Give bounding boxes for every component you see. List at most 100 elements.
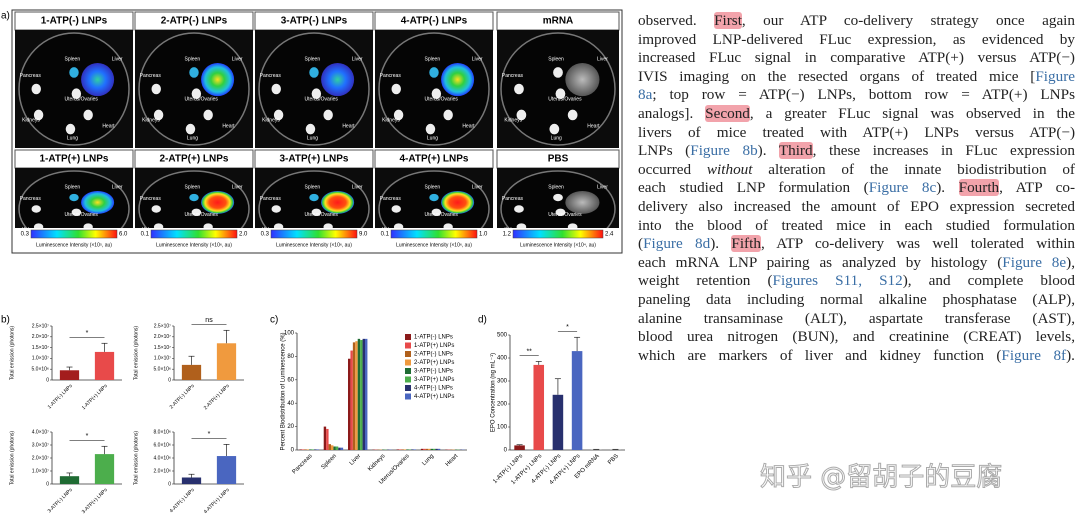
petri-dish: [18, 32, 130, 146]
link[interactable]: Figure 8e: [1002, 253, 1067, 271]
liver-signal: [201, 190, 235, 214]
y-tick-label: 100: [497, 425, 508, 431]
bar: [355, 341, 358, 450]
panel-title: 3-ATP(+) LNPs: [280, 154, 349, 165]
text-run: improved LNP-delivered FLuc expression, …: [638, 30, 1075, 48]
organ: [391, 205, 401, 213]
organ-label: Uterus/Ovaries: [548, 96, 582, 102]
organ-label: Heart: [342, 124, 355, 130]
y-tick-label: 400: [497, 356, 508, 362]
panel-title: mRNA: [543, 16, 574, 27]
organ-label: Uterus/Ovaries: [425, 212, 459, 218]
y-tick-label: 1.5×10⁷: [154, 345, 171, 351]
link[interactable]: 8a: [638, 86, 653, 104]
y-axis-label: Total emission (photons): [9, 326, 15, 381]
legend-swatch: [405, 376, 411, 383]
organ: [191, 88, 202, 100]
organ: [71, 88, 82, 100]
legend-label: 2-ATP(+) LNPs: [414, 360, 454, 366]
organ: [69, 193, 79, 202]
y-tick-label: 2.0×10⁷: [32, 455, 49, 461]
colorbar-min: 0.1: [381, 232, 390, 238]
text-line: 8a; top row = ATP(−) LNPs, bottom row = …: [638, 86, 1075, 105]
organ: [189, 67, 199, 78]
organ-label: Liver: [597, 56, 608, 62]
organ-label: Pancreas: [140, 196, 162, 202]
colorbar: [150, 229, 238, 239]
text-line: alanine transaminase (ALT), aspartate tr…: [638, 310, 1075, 329]
organ-label: Lung: [551, 135, 562, 141]
bar: [59, 476, 80, 484]
text-run: (: [638, 235, 644, 253]
panel-title: PBS: [548, 154, 569, 165]
organ: [271, 83, 281, 95]
organ-label: Spleen: [305, 184, 321, 190]
organ: [203, 109, 213, 121]
panel-title: 4-ATP(+) LNPs: [400, 154, 469, 165]
bar: [306, 449, 310, 450]
text-run: ),: [1066, 253, 1075, 271]
link[interactable]: Figure 8b: [690, 142, 758, 160]
organ: [189, 193, 199, 202]
colorbar: [390, 229, 478, 239]
text-line: occurred without alteration of the innat…: [638, 161, 1075, 180]
panel-title: 2-ATP(-) LNPs: [161, 16, 228, 27]
organ-label: Kidneys: [22, 118, 40, 124]
text-line: which are markers of liver and kidney fu…: [638, 347, 1075, 366]
bar: [435, 448, 438, 450]
organ-label: Liver: [352, 56, 363, 62]
organ-label: Kidneys: [504, 118, 522, 124]
organ-label: Liver: [597, 184, 608, 190]
significance-label: *: [86, 433, 89, 440]
organ: [69, 67, 79, 78]
y-tick-label: 2.0×10⁷: [154, 334, 171, 340]
organ: [33, 109, 44, 121]
organ: [31, 205, 41, 213]
bar: [420, 448, 424, 450]
bar: [362, 338, 365, 450]
link[interactable]: Figures S11, S12: [772, 272, 903, 290]
highlight: Third: [778, 142, 813, 160]
bar: [365, 338, 368, 450]
bar: [348, 358, 351, 450]
y-tick-label: 5.0×10⁶: [154, 367, 172, 373]
colorbar-min: 0.3: [21, 232, 30, 238]
highlight: Second: [705, 104, 750, 122]
organ-label: Lung: [307, 135, 318, 141]
bar: [316, 449, 319, 450]
organ: [311, 208, 322, 216]
y-axis-label: Total emission (photons): [9, 431, 15, 486]
y-tick-label: 2.0×10⁷: [32, 334, 49, 340]
bar: [94, 454, 115, 484]
x-tick-label: 3-ATP(+) LNPs: [81, 487, 109, 515]
text-line: delivery also increased the amount of EP…: [638, 198, 1075, 217]
panel-title: 1-ATP(-) LNPs: [41, 16, 108, 27]
text-run: LNPs (: [638, 142, 691, 160]
text-run: livers of mice treated with ATP(+) LNPs …: [638, 123, 1075, 141]
significance-label: ns: [205, 317, 213, 324]
petri-dish: [378, 32, 490, 146]
y-tick-label: 1.5×10⁷: [32, 345, 49, 351]
legend-label: 1-ATP(+) LNPs: [414, 343, 454, 349]
text-run: ), and complete blood: [902, 272, 1075, 290]
liver-signal: [441, 190, 475, 214]
organ-label: Uterus/Ovaries: [185, 212, 219, 218]
organ-label: Pancreas: [20, 196, 42, 202]
organ-label: Spleen: [425, 56, 441, 62]
colorbar-min: 0.1: [141, 232, 150, 238]
link[interactable]: Figure 8f: [1001, 346, 1067, 364]
legend-label: 4-ATP(-) LNPs: [414, 386, 453, 392]
text-run: occurred: [638, 160, 707, 178]
organ: [65, 123, 76, 135]
link[interactable]: Figure 8c: [868, 179, 937, 197]
link[interactable]: Figure 8d: [643, 235, 711, 253]
text-run: IVIS imaging on the resected organs of t…: [638, 67, 1036, 85]
text-run: , ATP co-delivery was well tolerated wit…: [760, 235, 1076, 253]
bar: [335, 446, 339, 450]
link[interactable]: Figure: [1035, 67, 1075, 85]
legend-label: 2-ATP(-) LNPs: [414, 352, 453, 358]
legend-swatch: [405, 385, 411, 391]
liver-signal: [81, 63, 115, 97]
bar: [301, 449, 305, 450]
petri-dish: [258, 32, 370, 146]
